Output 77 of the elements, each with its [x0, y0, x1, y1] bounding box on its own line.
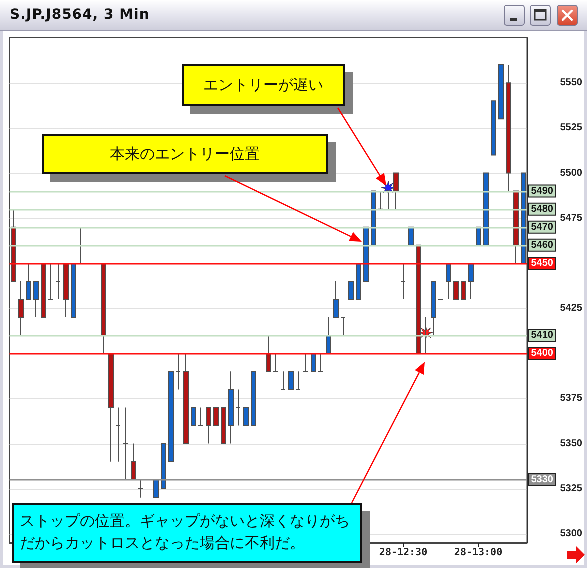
candlestick — [108, 353, 114, 462]
candlestick — [48, 262, 54, 300]
candlestick — [191, 407, 196, 426]
candlestick — [18, 280, 24, 336]
candlestick — [71, 262, 76, 318]
candlestick — [393, 172, 399, 210]
candlestick — [281, 371, 286, 390]
candlestick — [221, 407, 226, 444]
candlestick — [123, 407, 129, 480]
candlestick — [56, 262, 61, 300]
annotation: 本来のエントリー位置 — [110, 144, 260, 165]
candlestick — [41, 262, 46, 318]
ref-line-label: 5460 — [531, 240, 554, 251]
ref-line-label: 5330 — [531, 474, 554, 486]
ref-line-label: 5400 — [531, 348, 554, 360]
candlestick — [161, 443, 166, 490]
candlestick — [431, 280, 436, 336]
candlestick — [401, 262, 406, 300]
candlestick — [198, 407, 204, 426]
candlestick — [168, 371, 174, 462]
candlestick — [206, 407, 211, 444]
y-tick-label: 5325 — [560, 483, 583, 494]
candlestick — [131, 443, 136, 480]
candlestick — [236, 389, 241, 426]
candlestick — [356, 262, 361, 300]
candlestick — [273, 353, 279, 372]
candlestick — [348, 280, 354, 300]
y-tick-label: 5425 — [560, 303, 583, 314]
y-tick-label: 5375 — [560, 393, 583, 404]
candlestick — [341, 317, 346, 336]
candlestick — [116, 407, 121, 462]
candlestick — [138, 479, 144, 498]
candlestick — [453, 280, 459, 300]
candlestick — [461, 280, 466, 300]
ref-line-label: 5490 — [531, 186, 554, 197]
y-tick-label: 5475 — [560, 212, 583, 224]
candlestick — [26, 262, 31, 300]
candlestick — [521, 172, 526, 264]
candlestick — [446, 262, 451, 300]
x-tick-label: 28-13:00 — [454, 548, 503, 558]
annotation: エントリーが遅い — [204, 75, 324, 96]
candlestick — [303, 353, 309, 372]
candlestick — [176, 353, 181, 390]
annotation: ストップの位置。ギャップがないと深くなりがちだからカットロスとなった場合に不利だ。 — [20, 511, 351, 554]
y-tick-label: 5300 — [560, 528, 583, 540]
ref-line-label: 5480 — [531, 204, 554, 215]
ref-line-label: 5410 — [531, 330, 554, 342]
candlestick — [311, 353, 316, 372]
candlestick — [251, 371, 256, 426]
candlestick — [468, 262, 474, 300]
y-tick-label: 5350 — [560, 438, 583, 450]
candlestick — [483, 172, 489, 246]
candlestick — [243, 407, 249, 426]
candlestick — [296, 371, 301, 390]
chart-title: S.JP.J8564, 3 Min — [10, 7, 150, 23]
y-tick-label: 5500 — [560, 168, 583, 179]
x-tick-label: 28-12:30 — [379, 548, 428, 558]
candlestick — [491, 100, 496, 156]
candlestick — [63, 262, 69, 318]
candlestick — [153, 479, 159, 498]
candlestick — [228, 371, 234, 444]
candlestick — [213, 407, 219, 426]
candlestick — [506, 64, 511, 192]
candlestick — [183, 353, 189, 444]
candlestick — [326, 317, 331, 354]
y-tick-label: 5550 — [560, 78, 583, 89]
ref-line-label: 5450 — [531, 258, 554, 269]
ref-line-label: 5470 — [531, 222, 554, 233]
candlestick — [498, 64, 504, 120]
y-tick-label: 5525 — [560, 122, 583, 134]
candlestick — [318, 353, 324, 372]
candlestick — [333, 280, 339, 318]
candlestick — [416, 244, 421, 354]
candlestick — [266, 335, 271, 372]
candlestick — [33, 280, 39, 318]
candlestick — [288, 371, 294, 390]
candlestick — [101, 262, 106, 354]
